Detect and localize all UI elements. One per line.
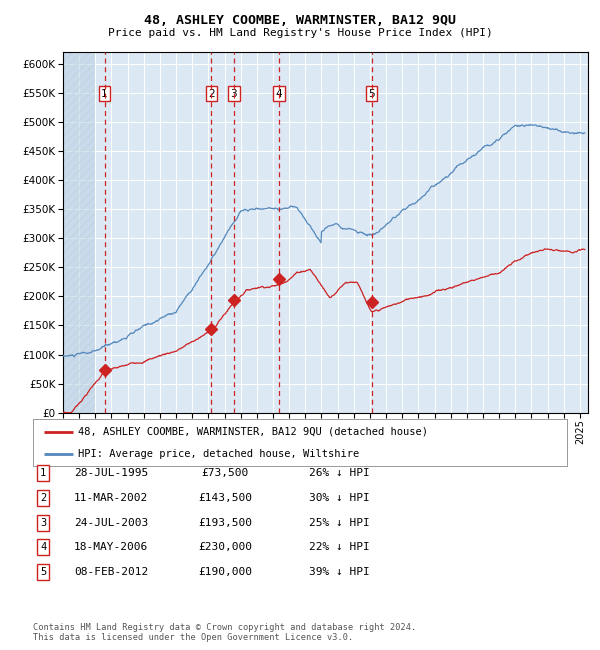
Text: £230,000: £230,000 <box>198 542 252 552</box>
Text: 5: 5 <box>40 567 46 577</box>
Text: £190,000: £190,000 <box>198 567 252 577</box>
Text: 3: 3 <box>230 89 237 99</box>
Text: HPI: Average price, detached house, Wiltshire: HPI: Average price, detached house, Wilt… <box>79 449 359 460</box>
Text: 4: 4 <box>40 542 46 552</box>
Text: 48, ASHLEY COOMBE, WARMINSTER, BA12 9QU: 48, ASHLEY COOMBE, WARMINSTER, BA12 9QU <box>144 14 456 27</box>
Text: 48, ASHLEY COOMBE, WARMINSTER, BA12 9QU (detached house): 48, ASHLEY COOMBE, WARMINSTER, BA12 9QU … <box>79 427 428 437</box>
Text: 18-MAY-2006: 18-MAY-2006 <box>74 542 148 552</box>
Text: Contains HM Land Registry data © Crown copyright and database right 2024.
This d: Contains HM Land Registry data © Crown c… <box>33 623 416 642</box>
Text: 4: 4 <box>276 89 283 99</box>
Text: 2: 2 <box>208 89 215 99</box>
Text: 2: 2 <box>40 493 46 503</box>
Text: 30% ↓ HPI: 30% ↓ HPI <box>309 493 370 503</box>
Text: 39% ↓ HPI: 39% ↓ HPI <box>309 567 370 577</box>
Text: 1: 1 <box>40 468 46 478</box>
Text: £143,500: £143,500 <box>198 493 252 503</box>
Text: Price paid vs. HM Land Registry's House Price Index (HPI): Price paid vs. HM Land Registry's House … <box>107 28 493 38</box>
Text: 22% ↓ HPI: 22% ↓ HPI <box>309 542 370 552</box>
Bar <box>63 52 95 413</box>
Text: 24-JUL-2003: 24-JUL-2003 <box>74 517 148 528</box>
Text: £73,500: £73,500 <box>202 468 248 478</box>
Text: 26% ↓ HPI: 26% ↓ HPI <box>309 468 370 478</box>
Text: 5: 5 <box>368 89 375 99</box>
Text: 11-MAR-2002: 11-MAR-2002 <box>74 493 148 503</box>
Text: 28-JUL-1995: 28-JUL-1995 <box>74 468 148 478</box>
Text: £193,500: £193,500 <box>198 517 252 528</box>
Text: 08-FEB-2012: 08-FEB-2012 <box>74 567 148 577</box>
Text: 3: 3 <box>40 517 46 528</box>
Text: 1: 1 <box>101 89 108 99</box>
Text: 25% ↓ HPI: 25% ↓ HPI <box>309 517 370 528</box>
